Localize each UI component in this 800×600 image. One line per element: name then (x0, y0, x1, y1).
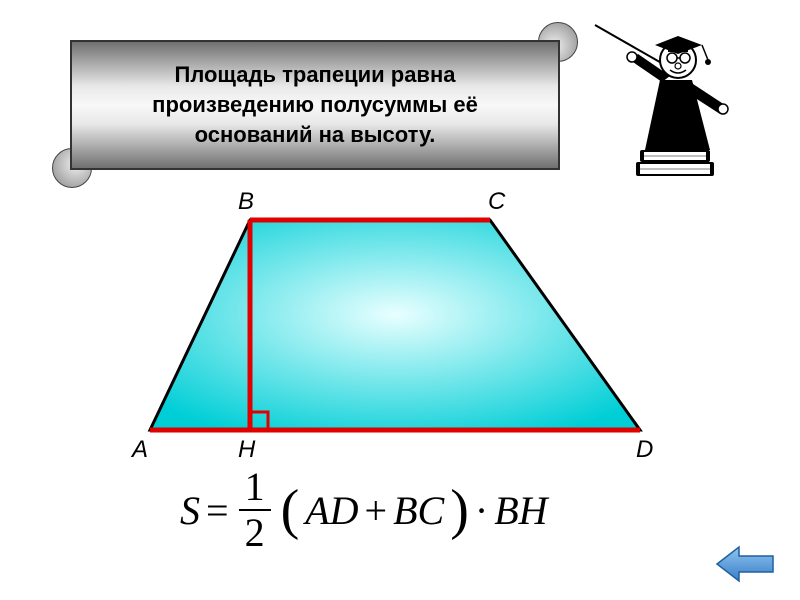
formula-plus: + (365, 487, 388, 534)
formula-eq: = (206, 487, 229, 534)
trapezoid-diagram: B C A H D (120, 190, 670, 470)
vertex-b-label: B (238, 188, 254, 216)
area-formula: S = 1 2 ( AD + BC ) · BH (180, 470, 620, 550)
paren-open: ( (281, 478, 300, 542)
formula-fraction: 1 2 (239, 467, 271, 553)
vertex-c-label: C (488, 188, 505, 216)
formula-denominator: 2 (239, 511, 271, 553)
formula-dot: · (475, 487, 488, 534)
theorem-text: Площадь трапеции равна произведению полу… (102, 60, 528, 149)
theorem-banner: Площадь трапеции равна произведению полу… (70, 40, 560, 170)
paren-close: ) (450, 478, 469, 542)
formula-term-bc: BC (393, 487, 444, 534)
vertex-d-label: D (636, 436, 653, 464)
professor-icon (590, 10, 740, 180)
formula-lhs: S (180, 487, 200, 534)
vertex-h-label: H (238, 436, 255, 464)
banner-body: Площадь трапеции равна произведению полу… (70, 40, 560, 170)
formula-term-ad: AD (305, 487, 358, 534)
nav-back-button[interactable] (715, 543, 775, 585)
vertex-a-label: A (132, 436, 148, 464)
formula-term-bh: BH (494, 487, 547, 534)
formula-numerator: 1 (239, 467, 271, 511)
